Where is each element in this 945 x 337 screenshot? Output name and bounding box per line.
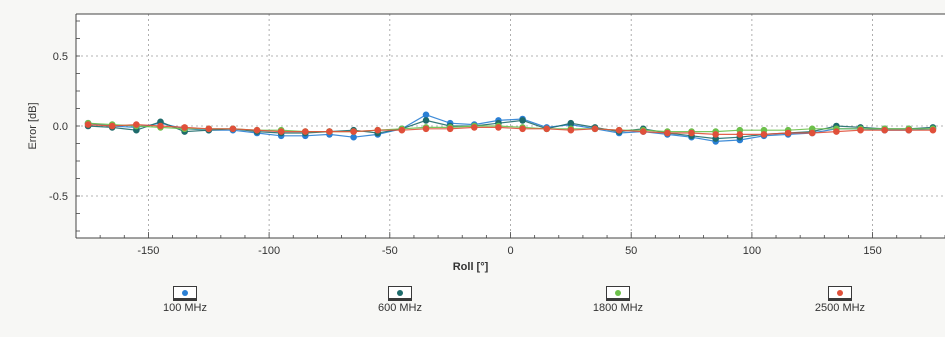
data-point xyxy=(519,117,526,124)
data-point xyxy=(253,126,261,134)
data-point xyxy=(302,128,309,135)
data-point xyxy=(639,128,647,135)
data-point xyxy=(712,131,719,138)
x-tick-label: 50 xyxy=(625,245,637,257)
data-point xyxy=(495,124,502,131)
data-point xyxy=(181,124,188,131)
data-point xyxy=(108,122,116,130)
legend-marker-icon xyxy=(397,289,403,296)
data-point xyxy=(905,126,913,134)
series-line xyxy=(88,114,933,143)
data-point xyxy=(857,126,864,134)
x-tick-label: 100 xyxy=(743,245,761,257)
y-tick-label: -0.5 xyxy=(49,191,68,203)
data-point xyxy=(688,129,695,137)
data-point xyxy=(591,125,599,133)
legend-marker-icon xyxy=(837,289,843,296)
data-point xyxy=(398,126,406,134)
y-tick-label: 0.5 xyxy=(53,51,68,63)
data-point xyxy=(350,128,357,135)
data-point xyxy=(615,126,623,134)
data-point xyxy=(760,131,768,138)
legend-item[interactable]: 1800 MHz xyxy=(588,286,648,314)
data-point xyxy=(543,125,551,133)
data-point xyxy=(84,121,92,128)
data-point xyxy=(784,129,792,137)
data-point xyxy=(567,126,575,134)
x-axis-label: Roll [°] xyxy=(453,261,489,273)
data-point xyxy=(808,129,816,137)
legend-swatch xyxy=(828,286,852,299)
x-tick-label: 0 xyxy=(507,245,513,257)
data-point xyxy=(519,125,526,133)
data-point xyxy=(350,133,357,141)
data-point xyxy=(422,117,430,124)
data-point xyxy=(736,131,744,138)
data-point xyxy=(567,119,575,127)
legend-swatch xyxy=(606,286,630,299)
legend-marker-icon xyxy=(182,289,188,296)
data-point xyxy=(422,125,430,133)
data-point xyxy=(929,126,937,134)
data-point xyxy=(326,128,333,135)
x-tick-label: -150 xyxy=(137,245,159,257)
data-point xyxy=(277,128,285,135)
legend-label: 1800 MHz xyxy=(592,302,644,314)
legend-marker-icon xyxy=(615,289,621,296)
data-point xyxy=(422,111,430,119)
y-tick-label: 0.0 xyxy=(53,121,68,133)
legend-item[interactable]: 2500 MHz xyxy=(810,286,870,314)
data-point xyxy=(205,125,213,133)
data-point xyxy=(833,128,840,135)
data-point xyxy=(470,124,478,131)
data-point xyxy=(881,126,888,134)
x-tick-label: 150 xyxy=(863,245,881,257)
y-axis-label: Error [dB] xyxy=(27,102,39,149)
legend-label: 100 MHz xyxy=(162,302,208,314)
data-point xyxy=(446,125,454,133)
data-point xyxy=(229,125,237,133)
legend-label: 600 MHz xyxy=(377,302,423,314)
legend-item[interactable]: 600 MHz xyxy=(370,286,430,314)
data-point xyxy=(374,126,382,134)
series-line xyxy=(88,123,933,135)
legend-item[interactable]: 100 MHz xyxy=(155,286,215,314)
x-tick-label: -50 xyxy=(382,245,398,257)
legend-swatch xyxy=(388,286,412,299)
data-point xyxy=(157,122,164,130)
data-point xyxy=(133,121,140,128)
legend-swatch xyxy=(173,286,197,299)
data-point xyxy=(664,129,671,137)
legend-label: 2500 MHz xyxy=(814,302,866,314)
x-tick-label: -100 xyxy=(258,245,280,257)
